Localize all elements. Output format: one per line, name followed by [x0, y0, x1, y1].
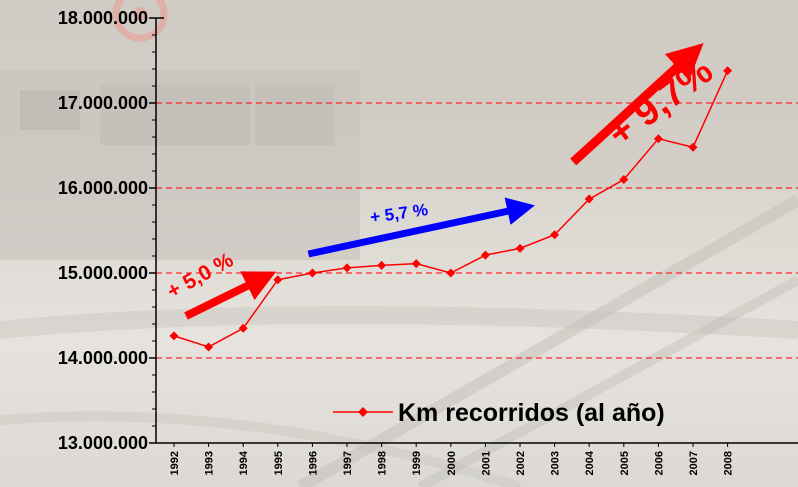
data-point: [204, 342, 214, 352]
y-tick-label: 16.000.000: [58, 178, 148, 198]
series-km-recorridos: [169, 66, 733, 352]
y-tick-label: 17.000.000: [58, 93, 148, 113]
axes: [155, 18, 798, 444]
trend-arrow-2: [307, 197, 535, 258]
y-tick-label: 14.000.000: [58, 348, 148, 368]
x-axis-ticks: 1992 1993 1994 1995 1996 1997 1998 1999 2000 2001…: [169, 443, 735, 475]
data-point: [688, 142, 698, 152]
x-tick-label: 1992: [169, 451, 181, 475]
x-tick-label: 1997: [342, 451, 354, 475]
y-axis-ticks: 13.000.000 14.000.000 15.000.000 16.000.000…: [58, 8, 164, 453]
data-point: [238, 323, 248, 333]
x-tick-label: 2007: [688, 451, 700, 475]
x-tick-label: 2006: [653, 451, 665, 475]
y-tick-label: 15.000.000: [58, 263, 148, 283]
data-point: [515, 243, 525, 253]
x-tick-label: 1995: [273, 451, 285, 475]
data-point: [653, 134, 663, 144]
data-point: [169, 331, 179, 341]
legend-marker: [358, 407, 368, 417]
x-tick-label: 1994: [238, 450, 250, 475]
trend-label-2: + 5,7 %: [369, 200, 429, 227]
x-tick-label: 2008: [723, 451, 735, 475]
x-tick-label: 2000: [446, 451, 458, 475]
gridlines: [156, 102, 798, 359]
legend-label: Km recorridos (al año): [398, 399, 665, 427]
data-point: [307, 268, 317, 278]
x-tick-label: 1993: [204, 451, 216, 475]
x-tick-label: 2002: [515, 451, 527, 475]
data-point: [342, 263, 352, 273]
data-point: [411, 259, 421, 269]
y-tick-label: 18.000.000: [58, 8, 148, 28]
x-tick-label: 2004: [584, 450, 596, 475]
data-point: [377, 260, 387, 270]
trend-annotations: + 5,0 %+ 5,7 %+ 9,7%: [163, 43, 721, 320]
x-tick-label: 1996: [307, 451, 319, 475]
data-point: [584, 194, 594, 204]
x-tick-label: 2001: [480, 451, 492, 475]
trend-arrow-1: [184, 271, 277, 320]
data-point: [723, 66, 733, 76]
data-point: [446, 268, 456, 278]
x-tick-label: 2005: [619, 451, 631, 475]
data-point: [273, 275, 283, 285]
trend-arrow-3: [570, 43, 704, 166]
data-point: [480, 250, 490, 260]
y-tick-label: 13.000.000: [58, 433, 148, 453]
data-point: [619, 175, 629, 184]
data-point: [550, 230, 560, 240]
legend: Km recorridos (al año): [333, 399, 665, 427]
x-tick-label: 1998: [377, 451, 389, 475]
x-tick-label: 2003: [550, 451, 562, 475]
x-tick-label: 1999: [411, 451, 423, 475]
